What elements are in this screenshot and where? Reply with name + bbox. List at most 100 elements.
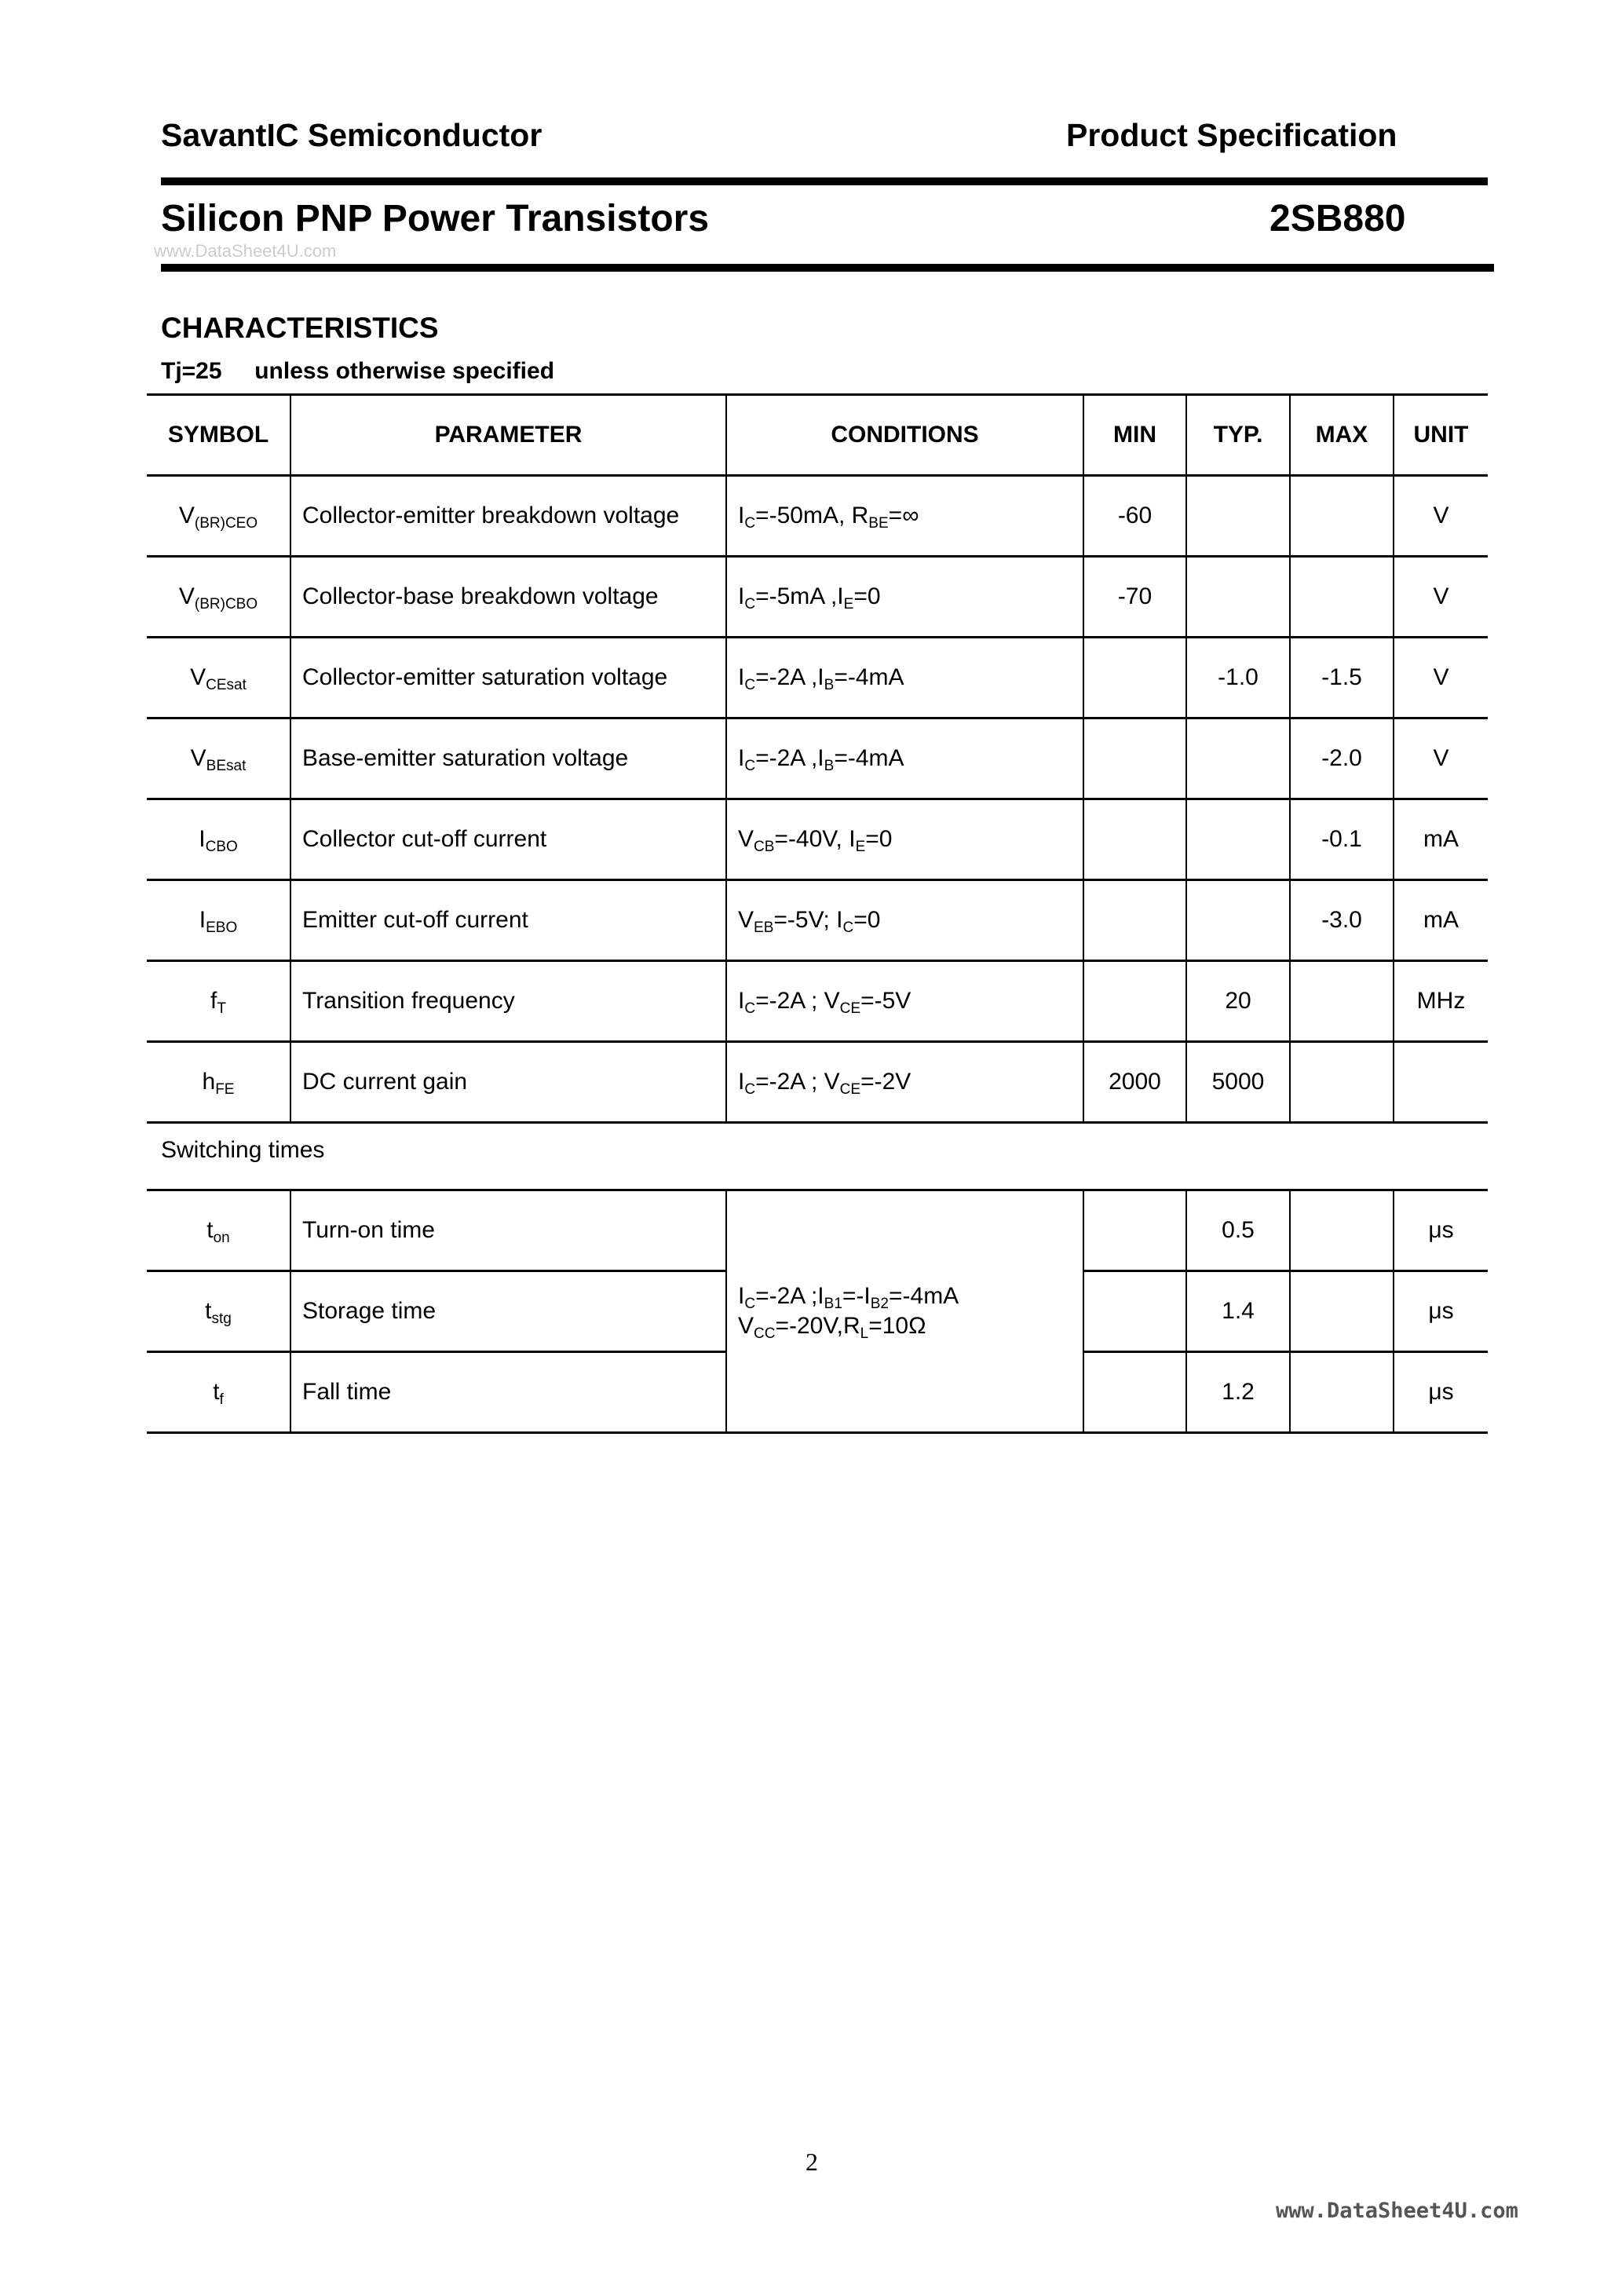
- cond-text: =-5V: [860, 988, 911, 1014]
- max-cell: [1289, 1041, 1394, 1123]
- subscript: BE: [868, 515, 889, 532]
- cond-text: I: [738, 1283, 745, 1309]
- cond-text: =-2A ; V: [755, 988, 840, 1014]
- symbol-subscript: (BR)CEO: [194, 515, 258, 532]
- cond-text: =-2A ;I: [755, 1283, 824, 1309]
- max-cell: [1289, 1351, 1394, 1433]
- unit-cell: V: [1393, 475, 1488, 557]
- company-name: SavantIC Semiconductor: [161, 117, 542, 153]
- parameter-cell: Collector cut-off current: [290, 799, 727, 880]
- symbol-cell: ICBO: [147, 799, 291, 880]
- product-title: Silicon PNP Power Transistors: [161, 198, 710, 239]
- cond-text: V: [738, 1313, 754, 1339]
- typ-cell: [1185, 879, 1291, 961]
- subscript: B2: [870, 1296, 889, 1312]
- symbol-subscript: BEsat: [206, 758, 247, 774]
- unit-cell: V: [1393, 556, 1488, 638]
- symbol: t: [206, 1217, 214, 1243]
- symbol-cell: fT: [147, 960, 291, 1042]
- cond-text: V: [738, 907, 754, 933]
- symbol-subscript: on: [213, 1230, 230, 1246]
- min-cell: [1083, 718, 1187, 799]
- symbol-cell: hFE: [147, 1041, 291, 1123]
- max-cell: -3.0: [1289, 879, 1394, 961]
- table-row: fT Transition frequency IC=-2A ; VCE=-5V…: [147, 960, 1488, 1042]
- min-cell: [1083, 1351, 1187, 1433]
- cond-text: =10Ω: [868, 1313, 926, 1339]
- conditions-cell: IC=-5mA ,IE=0: [725, 556, 1084, 638]
- subscript: CE: [839, 1000, 861, 1017]
- min-cell: 2000: [1083, 1041, 1187, 1123]
- column-header-min: MIN: [1083, 394, 1187, 476]
- symbol-subscript: f: [219, 1391, 224, 1408]
- cond-text: =-5mA ,I: [755, 583, 844, 609]
- subscript: B: [824, 758, 835, 774]
- table-row: IEBO Emitter cut-off current VEB=-5V; IC…: [147, 879, 1488, 961]
- symbol: t: [213, 1379, 220, 1405]
- typ-cell: [1185, 475, 1291, 557]
- typ-cell: -1.0: [1185, 637, 1291, 718]
- symbol: V: [178, 503, 195, 528]
- symbol-cell: VBEsat: [147, 718, 291, 799]
- conditions-cell: IC=-2A ; VCE=-5V: [725, 960, 1084, 1042]
- subscript: C: [744, 758, 756, 774]
- symbol-cell: IEBO: [147, 879, 291, 961]
- unit-cell: μs: [1393, 1270, 1488, 1352]
- typ-cell: [1185, 799, 1291, 880]
- section-title: CHARACTERISTICS: [161, 312, 439, 344]
- cond-text: =-40V, I: [774, 826, 856, 852]
- subscript: B1: [824, 1296, 842, 1312]
- unit-cell: V: [1393, 718, 1488, 799]
- subscript: E: [843, 596, 854, 612]
- min-cell: [1083, 960, 1187, 1042]
- min-cell: [1083, 637, 1187, 718]
- cond-text: =-2A ; V: [755, 1069, 840, 1095]
- symbol-cell: V(BR)CBO: [147, 556, 291, 638]
- unit-cell: μs: [1393, 1190, 1488, 1271]
- parameter-cell: DC current gain: [290, 1041, 727, 1123]
- cond-text: I: [738, 664, 745, 690]
- cond-text: V: [738, 826, 754, 852]
- column-header-parameter: PARAMETER: [290, 394, 727, 476]
- parameter-cell: Fall time: [290, 1351, 727, 1433]
- parameter-cell: Emitter cut-off current: [290, 879, 727, 961]
- table-row: VBEsat Base-emitter saturation voltage I…: [147, 718, 1488, 799]
- table-row: hFE DC current gain IC=-2A ; VCE=-2V 200…: [147, 1041, 1488, 1123]
- symbol: h: [202, 1069, 216, 1095]
- page-number: 2: [806, 2148, 818, 2176]
- column-header-unit: UNIT: [1393, 394, 1488, 476]
- subscript: EB: [754, 919, 774, 936]
- parameter-cell: Collector-base breakdown voltage: [290, 556, 727, 638]
- parameter-cell: Transition frequency: [290, 960, 727, 1042]
- unit-cell: mA: [1393, 879, 1488, 961]
- subscript: CB: [754, 839, 775, 855]
- symbol-subscript: FE: [215, 1081, 235, 1098]
- symbol-cell: tstg: [147, 1270, 291, 1352]
- conditions-cell: IC=-2A ,IB=-4mA: [725, 718, 1084, 799]
- cond-text: =-4mA: [834, 745, 904, 771]
- cond-text: I: [738, 583, 745, 609]
- unit-cell: MHz: [1393, 960, 1488, 1042]
- symbol: t: [205, 1298, 212, 1324]
- symbol-subscript: (BR)CBO: [194, 596, 258, 612]
- doc-type: Product Specification: [1066, 117, 1397, 153]
- table-row: ton Turn-on time IC=-2A ;IB1=-IB2=-4mA VCC…: [147, 1190, 1488, 1433]
- cond-text: =-4mA: [889, 1283, 959, 1309]
- symbol: I: [199, 826, 206, 852]
- unit-cell: V: [1393, 637, 1488, 718]
- symbol-subscript: CBO: [205, 839, 238, 855]
- cond-text: I: [738, 745, 745, 771]
- unit-cell: μs: [1393, 1351, 1488, 1433]
- cond-text: =0: [853, 907, 881, 933]
- symbol-cell: V(BR)CEO: [147, 475, 291, 557]
- max-cell: -0.1: [1289, 799, 1394, 880]
- header-rule-top: [161, 177, 1488, 185]
- cond-text: =-2V: [860, 1069, 911, 1095]
- min-cell: [1083, 1270, 1187, 1352]
- subscript: C: [744, 515, 756, 532]
- typ-cell: 20: [1185, 960, 1291, 1042]
- column-header-max: MAX: [1289, 394, 1394, 476]
- subscript: CE: [839, 1081, 861, 1098]
- typ-cell: 1.4: [1185, 1270, 1291, 1352]
- max-cell: [1289, 556, 1394, 638]
